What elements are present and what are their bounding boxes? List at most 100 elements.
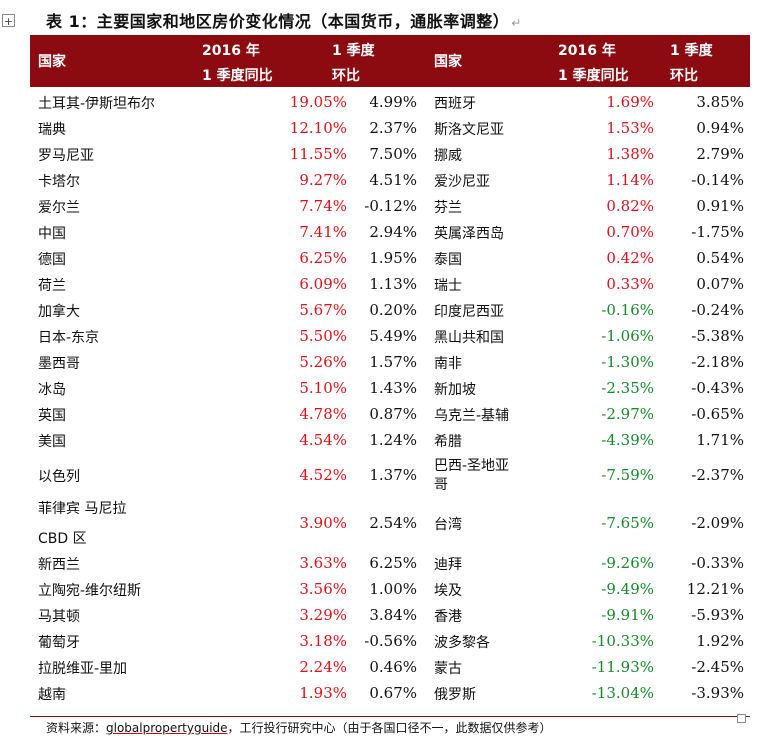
qoq-right-cell: -0.33% — [691, 554, 744, 572]
table-row: 葡萄牙 3.18% -0.56% 波多黎各 -10.33% 1.92% — [30, 628, 750, 654]
yoy-right-cell: -9.91% — [601, 606, 654, 624]
qoq-right-cell: -5.93% — [691, 606, 744, 624]
country-left-cell: 葡萄牙 — [38, 635, 80, 651]
yoy-left-cell: 3.56% — [299, 580, 347, 598]
header-qoq-left-line2: 环比 — [332, 68, 360, 84]
yoy-left-cell: 19.05% — [289, 93, 347, 111]
country-left-cell: 美国 — [38, 434, 66, 450]
country-left-cell: 拉脱维亚-里加 — [38, 661, 128, 677]
table-row: 美国 4.54% 1.24% 希腊 -4.39% 1.71% — [30, 427, 750, 453]
table-row: 中国 7.41% 2.94% 英属泽西岛 0.70% -1.75% — [30, 219, 750, 245]
table-row: 瑞典 12.10% 2.37% 斯洛文尼亚 1.53% 0.94% — [30, 115, 750, 141]
yoy-left-cell: 5.50% — [299, 327, 347, 345]
move-handle-icon[interactable]: + — [2, 14, 15, 28]
yoy-left-cell: 4.78% — [299, 405, 347, 423]
qoq-left-cell: -0.12% — [364, 197, 417, 215]
qoq-left-cell: 2.54% — [369, 514, 417, 532]
qoq-right-cell: 2.79% — [696, 145, 744, 163]
qoq-left-cell: 1.43% — [369, 379, 417, 397]
yoy-left-cell: 4.54% — [299, 431, 347, 449]
country-left-cell: 荷兰 — [38, 278, 66, 294]
table-resize-handle[interactable] — [737, 714, 746, 723]
table-row: 日本-东京 5.50% 5.49% 黑山共和国 -1.06% -5.38% — [30, 323, 750, 349]
country-left-cell: 瑞典 — [38, 122, 66, 138]
yoy-right-cell: -9.26% — [601, 554, 654, 572]
yoy-right-cell: -2.97% — [601, 405, 654, 423]
table-bottom-border — [30, 716, 750, 717]
table-row: 冰岛 5.10% 1.43% 新加坡 -2.35% -0.43% — [30, 375, 750, 401]
table-row: 土耳其-伊斯坦布尔 19.05% 4.99% 西班牙 1.69% 3.85% — [30, 89, 750, 115]
yoy-right-cell: -1.30% — [601, 353, 654, 371]
country-right-cell: 迪拜 — [434, 557, 462, 573]
qoq-left-cell: 1.00% — [369, 580, 417, 598]
country-right-cell: 蒙古 — [434, 661, 462, 677]
country-left-cell: 罗马尼亚 — [38, 148, 94, 164]
yoy-right-cell: 0.33% — [606, 275, 654, 293]
table-row: 卡塔尔 9.27% 4.51% 爱沙尼亚 1.14% -0.14% — [30, 167, 750, 193]
qoq-left-cell: 0.20% — [369, 301, 417, 319]
source-note: 资料来源：globalpropertyguide，工行投行研究中心（由于各国口径… — [46, 721, 552, 735]
country-left-cell: 立陶宛-维尔纽斯 — [38, 583, 142, 599]
header-country-left: 国家 — [38, 54, 66, 70]
country-left-cell: 冰岛 — [38, 382, 66, 398]
qoq-right-cell: -0.14% — [691, 171, 744, 189]
qoq-right-cell: -5.38% — [691, 327, 744, 345]
qoq-right-cell: -3.93% — [691, 684, 744, 702]
yoy-right-cell: -0.16% — [601, 301, 654, 319]
table-row: 加拿大 5.67% 0.20% 印度尼西亚 -0.16% -0.24% — [30, 297, 750, 323]
country-right-cell: 泰国 — [434, 252, 462, 268]
country-left-cell: 英国 — [38, 408, 66, 424]
country-right-cell: 西班牙 — [434, 96, 476, 112]
country-right-cell: 黑山共和国 — [434, 330, 504, 346]
yoy-left-cell: 3.90% — [299, 514, 347, 532]
table-body: 土耳其-伊斯坦布尔 19.05% 4.99% 西班牙 1.69% 3.85% 瑞典 12.10… — [30, 89, 750, 706]
header-qoq-left-line1: 1 季度 — [332, 43, 375, 59]
country-right-cell: 巴西-圣地亚 — [434, 458, 510, 474]
yoy-right-cell: 1.38% — [606, 145, 654, 163]
qoq-left-cell: 7.50% — [369, 145, 417, 163]
table-row: 罗马尼亚 11.55% 7.50% 挪威 1.38% 2.79% — [30, 141, 750, 167]
yoy-right-cell: 1.69% — [606, 93, 654, 111]
qoq-left-cell: 0.67% — [369, 684, 417, 702]
table-row: 墨西哥 5.26% 1.57% 南非 -1.30% -2.18% — [30, 349, 750, 375]
yoy-right-cell: -7.65% — [601, 514, 654, 532]
country-right-cell: 希腊 — [434, 434, 462, 450]
qoq-left-cell: 1.13% — [369, 275, 417, 293]
yoy-right-cell: -13.04% — [591, 684, 654, 702]
yoy-left-cell: 7.41% — [299, 223, 347, 241]
qoq-right-cell: -0.65% — [691, 405, 744, 423]
yoy-right-cell: 0.82% — [606, 197, 654, 215]
country-right-cell: 芬兰 — [434, 200, 462, 216]
country-right-cell: 埃及 — [434, 583, 462, 599]
country-right-cell: 瑞士 — [434, 278, 462, 294]
yoy-right-cell: -10.33% — [591, 632, 654, 650]
yoy-left-cell: 3.63% — [299, 554, 347, 572]
qoq-left-cell: 4.51% — [369, 171, 417, 189]
country-right-cell: 香港 — [434, 609, 462, 625]
qoq-left-cell: 2.94% — [369, 223, 417, 241]
table-row: 新西兰 3.63% 6.25% 迪拜 -9.26% -0.33% — [30, 550, 750, 576]
yoy-left-cell: 4.52% — [299, 466, 347, 484]
country-right-cell: 印度尼西亚 — [434, 304, 504, 320]
yoy-left-cell: 2.24% — [299, 658, 347, 676]
country-right-cell: 斯洛文尼亚 — [434, 122, 504, 138]
yoy-right-cell: -2.35% — [601, 379, 654, 397]
yoy-right-cell: -4.39% — [601, 431, 654, 449]
qoq-left-cell: 2.37% — [369, 119, 417, 137]
header-yoy-right-line2: 1 季度同比 — [558, 68, 629, 84]
header-yoy-left-line1: 2016 年 — [202, 43, 260, 59]
country-left-cell: 土耳其-伊斯坦布尔 — [38, 96, 156, 112]
header-qoq-right-line1: 1 季度 — [670, 43, 713, 59]
table-row: 菲律宾 马尼拉 3.90% 2.54% 台湾 -7.65% -2.09% CBD 区 — [30, 496, 750, 550]
yoy-right-cell: -1.06% — [601, 327, 654, 345]
country-right-cell: 爱沙尼亚 — [434, 174, 490, 190]
qoq-left-cell: 4.99% — [369, 93, 417, 111]
table-row: 荷兰 6.09% 1.13% 瑞士 0.33% 0.07% — [30, 271, 750, 297]
country-left-cell: 越南 — [38, 687, 66, 703]
qoq-right-cell: -1.75% — [691, 223, 744, 241]
qoq-right-cell: -0.43% — [691, 379, 744, 397]
table-row: 以色列 4.52% 1.37% 巴西-圣地亚 -7.59% -2.37% 哥 — [30, 453, 750, 496]
yoy-left-cell: 5.10% — [299, 379, 347, 397]
country-right-cell: 新加坡 — [434, 382, 476, 398]
table-row: 立陶宛-维尔纽斯 3.56% 1.00% 埃及 -9.49% 12.21% — [30, 576, 750, 602]
